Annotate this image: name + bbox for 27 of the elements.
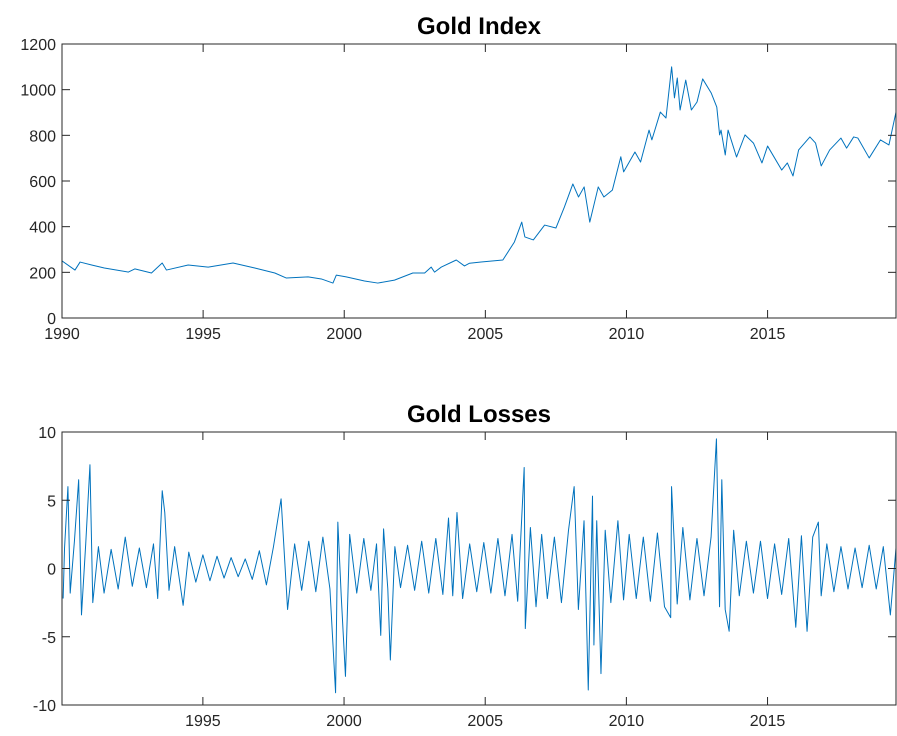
y-tick-label: 400 (29, 220, 56, 237)
y-tick-label: -5 (42, 630, 56, 647)
x-tick-label: 1990 (44, 326, 80, 343)
x-tick-label: 2005 (468, 326, 504, 343)
y-tick-label: 0 (47, 562, 56, 578)
y-tick-label: 1200 (20, 37, 56, 54)
y-tick-label: 600 (29, 174, 56, 191)
x-tick-label: 2015 (750, 326, 786, 343)
x-tick-label: 2010 (608, 326, 644, 343)
y-tick-label: 0 (47, 311, 56, 328)
line-series (62, 66, 896, 284)
x-tick-label: 2010 (608, 713, 644, 730)
x-tick-label: 2000 (326, 713, 362, 730)
y-tick-label: 5 (47, 493, 56, 510)
x-tick-label: 1995 (185, 713, 221, 730)
x-tick-label: 2000 (326, 326, 362, 343)
y-tick-label: 800 (29, 128, 56, 146)
y-tick-label: 1000 (20, 82, 56, 100)
chart-title: Gold Index (416, 13, 542, 40)
y-tick-label: -10 (32, 698, 56, 715)
x-tick-label: 2005 (467, 713, 504, 730)
y-tick-label: 200 (29, 265, 56, 282)
y-tick-label: 10 (38, 425, 56, 442)
x-tick-label: 2015 (750, 713, 786, 730)
x-tick-label: 1995 (185, 326, 222, 343)
chart-title: Gold Losses (406, 401, 552, 428)
line-series (62, 438, 896, 694)
